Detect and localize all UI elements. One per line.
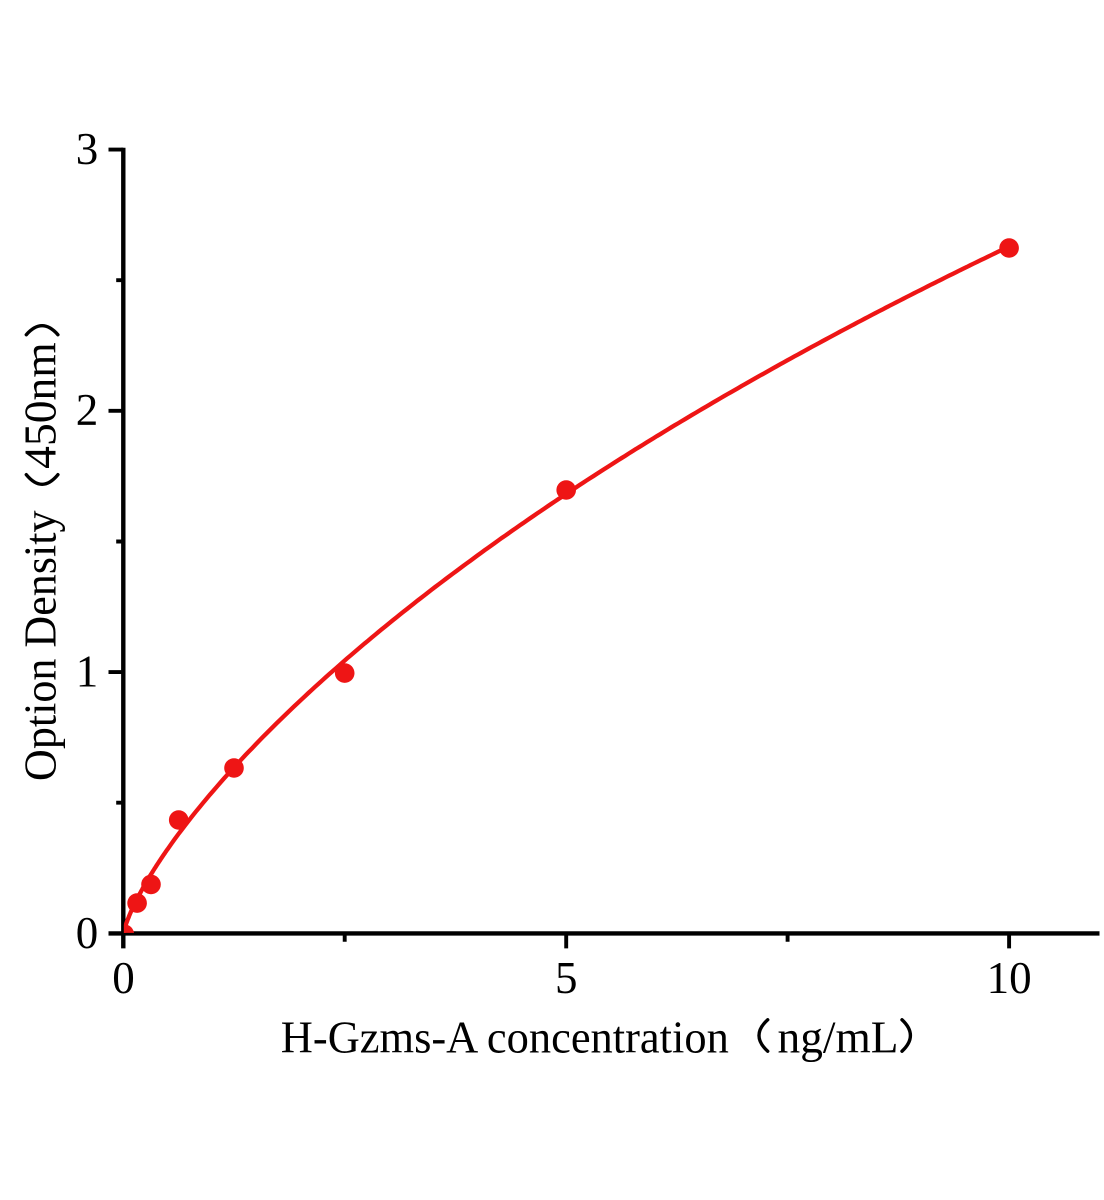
svg-text:ng/mL: ng/mL [778, 1013, 899, 1063]
svg-text:1: 1 [76, 647, 99, 697]
svg-text:5: 5 [555, 953, 578, 1003]
svg-text:0: 0 [76, 908, 99, 958]
svg-text:H-Gzms-A concentration: H-Gzms-A concentration [281, 1013, 729, 1063]
svg-text:2: 2 [76, 385, 99, 435]
svg-text:450nm: 450nm [16, 342, 66, 469]
svg-text:10: 10 [987, 953, 1032, 1003]
svg-text:Option Density: Option Density [16, 510, 66, 781]
svg-text:3: 3 [76, 124, 99, 174]
svg-text:0: 0 [112, 953, 135, 1003]
